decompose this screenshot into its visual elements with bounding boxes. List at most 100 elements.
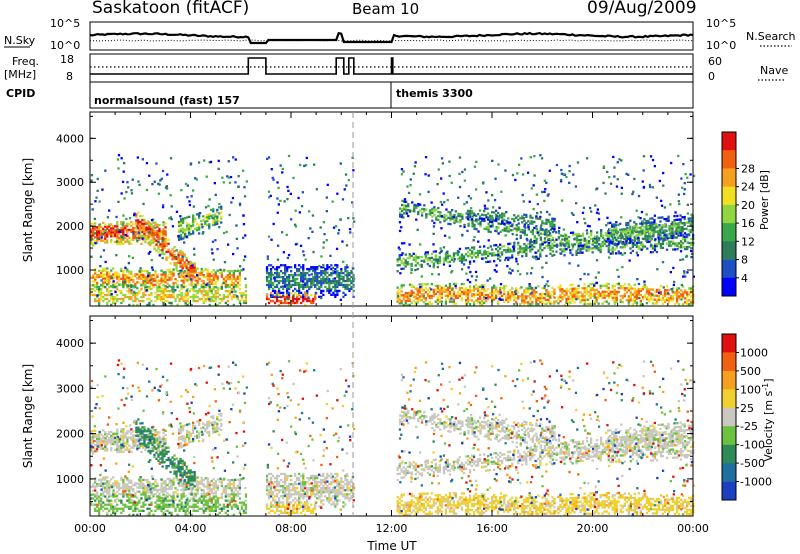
power-cell — [135, 219, 138, 222]
power-cell — [487, 222, 490, 225]
power-cell — [651, 186, 654, 189]
power-cell — [553, 244, 556, 247]
power-cell — [134, 295, 137, 299]
power-cell — [110, 285, 113, 288]
power-cell — [633, 225, 636, 228]
power-cell — [635, 301, 638, 304]
power-cell — [179, 257, 182, 260]
power-cell — [401, 207, 404, 211]
power-cell — [691, 220, 694, 223]
power-cell — [621, 253, 624, 256]
power-cell — [473, 213, 476, 217]
power-cell — [184, 228, 187, 232]
power-cell — [302, 293, 305, 296]
power-cell — [466, 229, 469, 233]
power-cell — [147, 238, 150, 241]
power-cell — [599, 294, 602, 297]
power-cell — [179, 263, 182, 266]
power-cell — [204, 216, 207, 219]
power-cell — [312, 250, 315, 254]
velocity-cell — [110, 440, 113, 444]
power-cell — [619, 298, 622, 302]
power-cell — [302, 268, 305, 271]
power-cell — [184, 285, 187, 288]
power-cell — [657, 236, 660, 239]
power-cell — [677, 226, 680, 229]
power-cell — [166, 286, 169, 289]
power-cell — [177, 261, 180, 264]
power-cell — [212, 210, 215, 213]
power-cell — [495, 253, 498, 257]
power-cell — [466, 289, 470, 292]
power-cell — [597, 212, 600, 215]
power-cell — [549, 296, 552, 299]
power-cell — [487, 252, 490, 256]
power-cell — [304, 292, 307, 295]
power-cell — [432, 266, 435, 269]
power-cell — [183, 265, 186, 268]
power-cell — [288, 266, 291, 269]
power-cell — [162, 297, 165, 301]
power-cell — [224, 295, 227, 299]
power-cell — [531, 303, 534, 306]
power-cell — [629, 231, 632, 234]
power-cell — [331, 200, 334, 203]
power-cell — [301, 280, 305, 283]
power-cell — [102, 277, 105, 280]
power-cell — [653, 221, 656, 224]
power-cell — [152, 221, 155, 224]
power-cell — [308, 279, 311, 283]
power-cell — [593, 282, 596, 286]
power-cell — [168, 290, 171, 293]
power-cell — [653, 302, 657, 305]
power-cell — [647, 294, 651, 297]
power-cell — [115, 240, 119, 243]
power-cell — [461, 215, 464, 218]
velocity-cell — [96, 433, 99, 436]
power-cell — [504, 234, 507, 237]
power-cell — [487, 298, 490, 301]
power-cell — [448, 160, 451, 163]
power-cell — [230, 273, 233, 277]
power-cell — [164, 285, 167, 288]
power-cell — [586, 246, 589, 249]
power-cell — [688, 299, 691, 302]
power-cell — [489, 230, 492, 234]
power-cell — [541, 222, 544, 225]
power-cell — [444, 294, 448, 297]
power-cell — [621, 236, 624, 239]
power-cell — [635, 209, 638, 212]
power-cell — [131, 256, 134, 259]
power-cell — [282, 281, 285, 285]
power-cell — [292, 299, 295, 303]
power-cell — [189, 262, 192, 265]
power-cell — [232, 283, 235, 286]
power-cell — [156, 223, 159, 226]
power-cell — [120, 292, 123, 295]
power-cell — [641, 297, 644, 301]
power-cell — [153, 229, 156, 233]
velocity-cell — [132, 442, 135, 445]
velocity-cell — [104, 445, 107, 448]
power-cell — [398, 254, 401, 257]
power-cell — [179, 265, 182, 268]
power-cell — [606, 216, 609, 219]
velocity-cell — [100, 445, 103, 448]
power-cell — [189, 264, 192, 267]
power-cell — [525, 237, 528, 240]
power-cell — [605, 238, 608, 241]
power-cell — [90, 222, 93, 225]
power-cell — [587, 302, 590, 305]
power-cell — [182, 229, 185, 232]
power-cell — [273, 301, 277, 305]
power-cell — [645, 290, 649, 293]
power-cell — [93, 232, 96, 235]
power-cell — [238, 273, 241, 276]
power-cell — [140, 299, 143, 303]
power-cell — [402, 284, 405, 287]
power-cell — [547, 234, 551, 237]
power-cell — [118, 279, 121, 282]
power-cell — [465, 272, 468, 275]
power-cell — [500, 190, 503, 193]
power-cell — [472, 246, 476, 249]
